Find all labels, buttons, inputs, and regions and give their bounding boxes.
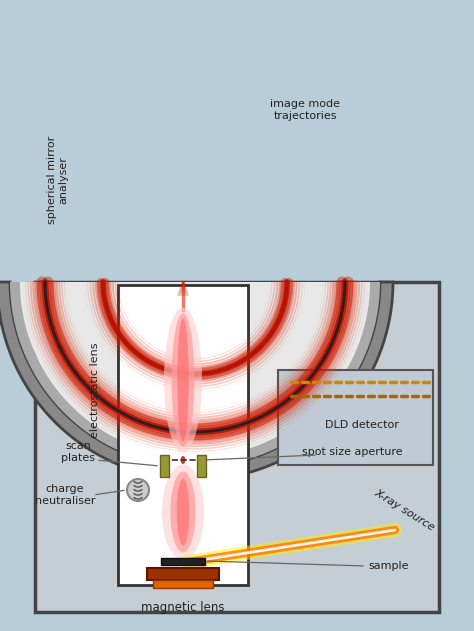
Text: DLD detector: DLD detector xyxy=(325,420,399,430)
Bar xyxy=(153,580,213,588)
Ellipse shape xyxy=(177,319,189,442)
Ellipse shape xyxy=(177,479,189,545)
Ellipse shape xyxy=(181,456,185,464)
Text: spot size aperture: spot size aperture xyxy=(301,447,402,457)
Text: X-ray source: X-ray source xyxy=(372,487,436,533)
Text: spherical mirror
analyser: spherical mirror analyser xyxy=(47,136,69,224)
Bar xyxy=(147,568,219,580)
Text: scan
plates: scan plates xyxy=(61,441,95,463)
Bar xyxy=(160,455,169,477)
Bar xyxy=(197,455,206,477)
Text: magnetic lens: magnetic lens xyxy=(141,601,225,615)
Text: image mode
trajectories: image mode trajectories xyxy=(270,99,340,121)
Bar xyxy=(161,558,205,565)
Bar xyxy=(118,285,248,585)
Ellipse shape xyxy=(162,464,204,560)
Bar xyxy=(35,282,439,612)
Polygon shape xyxy=(20,282,370,457)
Polygon shape xyxy=(10,282,380,467)
Text: electrostatic lens: electrostatic lens xyxy=(90,342,100,438)
Polygon shape xyxy=(0,282,393,480)
Bar xyxy=(278,370,433,465)
Text: sample: sample xyxy=(368,561,409,571)
Ellipse shape xyxy=(164,307,202,452)
Text: charge
neutraliser: charge neutraliser xyxy=(35,484,95,506)
Ellipse shape xyxy=(170,471,196,552)
Ellipse shape xyxy=(172,314,194,447)
Circle shape xyxy=(127,479,149,501)
